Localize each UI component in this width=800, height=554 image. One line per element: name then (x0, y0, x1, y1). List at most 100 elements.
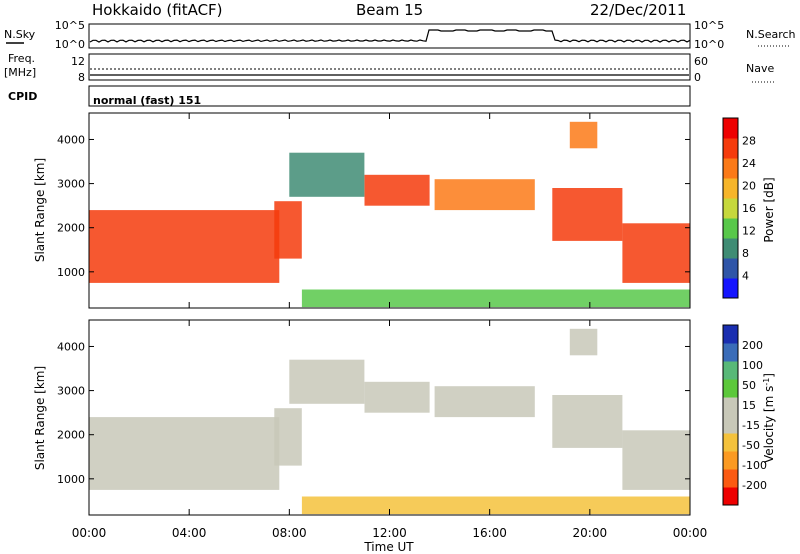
noise-series (89, 29, 691, 43)
velocity-y-axis: 1000 2000 3000 4000 (57, 340, 690, 486)
velocity-plot-area (89, 328, 690, 515)
power-panel: 1000 2000 3000 4000 Slant Range [km] 4 8 12 16… (33, 112, 776, 309)
y-tick-label: 4000 (57, 340, 85, 353)
y-tick-label: 3000 (57, 385, 85, 398)
colorbar-segment (723, 415, 738, 434)
x-tick-label: 08:00 (272, 526, 307, 540)
nave-label: Nave (746, 62, 774, 75)
freq-tick-top: 12 (71, 55, 85, 68)
cpid-panel: CPID normal (fast) 151 (8, 85, 691, 107)
colorbar-tick-label: 8 (742, 247, 749, 260)
noise-right-tick-top: 10^5 (694, 19, 724, 32)
noise-panel-frame (88, 23, 691, 49)
scatter-band (622, 430, 690, 490)
x-tick-label: 00:00 (72, 526, 107, 540)
colorbar-segment (723, 469, 738, 488)
colorbar-tick-label: 20 (742, 180, 756, 193)
colorbar-tick-label: 100 (742, 359, 763, 372)
scatter-band (434, 386, 535, 418)
x-tick-label: 16:00 (472, 526, 507, 540)
scatter-band (274, 408, 302, 466)
colorbar-segment (723, 158, 738, 179)
freq-panel: Freq. [MHz] 12 8 60 0 Nave (4, 52, 774, 84)
scatter-band (274, 201, 302, 259)
y-tick-label: 3000 (57, 178, 85, 191)
colorbar-segment (723, 397, 738, 416)
x-tick-label: 00:00 (673, 526, 708, 540)
colorbar-tick-label: 16 (742, 202, 756, 215)
scatter-band (289, 152, 365, 197)
colorbar-tick-label: 15 (742, 399, 756, 412)
x-tick-label: 12:00 (372, 526, 407, 540)
y-tick-label: 1000 (57, 473, 85, 486)
cpid-panel-frame (88, 85, 691, 107)
scatter-band (364, 174, 430, 206)
colorbar-segment (723, 361, 738, 380)
colorbar-segment (723, 178, 738, 199)
colorbar-frame (722, 324, 739, 506)
noise-panel: N.Sky 10^5 10^0 10^5 10^0 N.Search (4, 19, 796, 51)
nave-tick-bottom: 0 (694, 71, 701, 84)
freq-tick-bottom: 8 (78, 71, 85, 84)
scatter-band (301, 496, 690, 515)
scatter-band (569, 328, 598, 356)
velocity-colorbar: 200 100 50 15 -15 -50 -100 -200 (722, 324, 767, 506)
freq-label-line1: Freq. (8, 52, 35, 65)
colorbar-tick-label: 50 (742, 379, 756, 392)
power-colorbar: 4 8 12 16 20 24 28 (722, 117, 756, 299)
velocity-panel: 1000 2000 3000 4000 Slant Range [km] 200 100… (33, 319, 777, 516)
colorbar-tick-label: -100 (742, 459, 767, 472)
colorbar-segment (723, 487, 738, 506)
power-y-axis-label: Slant Range [km] (33, 158, 47, 262)
colorbar-segment (723, 258, 738, 279)
scatter-band (622, 223, 690, 283)
nave-tick-top: 60 (694, 55, 708, 68)
scatter-band (569, 121, 598, 149)
colorbar-frame (722, 117, 739, 299)
time-axis: 00:00 04:00 08:00 12:00 16:00 20:00 00:00 (72, 113, 708, 540)
x-tick-label: 04:00 (172, 526, 207, 540)
noise-right-label: N.Search (746, 28, 796, 41)
colorbar-segment (723, 433, 738, 452)
date-title: 22/Dec/2011 (590, 1, 686, 19)
colorbar-tick-label: 12 (742, 225, 756, 238)
velocity-colorbar-label: Velocity [m s-1] (762, 373, 777, 463)
scatter-band (552, 188, 623, 241)
colorbar-segment (723, 379, 738, 398)
station-title: Hokkaido (fitACF) (92, 1, 223, 19)
noise-right-tick-bottom: 10^0 (694, 38, 724, 51)
freq-label-line2: [MHz] (4, 66, 36, 79)
power-plot-area (89, 121, 690, 308)
scatter-band (289, 359, 365, 404)
colorbar-segment (723, 238, 738, 259)
colorbar-tick-label: -200 (742, 479, 767, 492)
y-tick-label: 4000 (57, 133, 85, 146)
colorbar-segment (723, 343, 738, 362)
scatter-band (89, 210, 280, 283)
colorbar-segment (723, 218, 738, 239)
scatter-band (301, 289, 690, 308)
power-colorbar-label: Power [dB] (762, 177, 776, 242)
colorbar-segment (723, 325, 738, 344)
scatter-band (89, 417, 280, 490)
colorbar-tick-label: -15 (742, 419, 760, 432)
scatter-band (434, 179, 535, 211)
y-tick-label: 1000 (57, 266, 85, 279)
colorbar-segment (723, 278, 738, 299)
colorbar-tick-label: -50 (742, 439, 760, 452)
cpid-mode-text: normal (fast) 151 (93, 94, 201, 107)
cpid-label: CPID (8, 90, 37, 103)
y-tick-label: 2000 (57, 222, 85, 235)
colorbar-segment (723, 451, 738, 470)
x-axis-label: Time UT (363, 540, 414, 554)
colorbar-segment (723, 198, 738, 219)
beam-title: Beam 15 (356, 1, 423, 19)
noise-left-label: N.Sky (4, 28, 36, 41)
colorbar-tick-label: 200 (742, 339, 763, 352)
y-tick-label: 2000 (57, 429, 85, 442)
scatter-band (364, 381, 430, 413)
scatter-band (552, 395, 623, 448)
power-y-axis: 1000 2000 3000 4000 (57, 133, 690, 279)
noise-left-tick-top: 10^5 (55, 19, 85, 32)
